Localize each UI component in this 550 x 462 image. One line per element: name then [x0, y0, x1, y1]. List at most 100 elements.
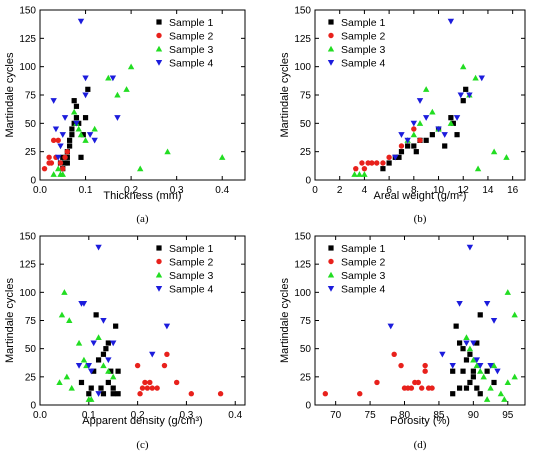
data-point-2 [419, 385, 425, 391]
data-point-1 [78, 154, 84, 160]
data-point-4 [59, 132, 66, 138]
data-point-1 [85, 86, 91, 92]
data-point-3 [56, 379, 63, 386]
data-point-1 [86, 391, 92, 397]
data-point-4 [55, 154, 62, 161]
data-point-1 [113, 323, 119, 329]
data-point-2 [391, 351, 397, 357]
x-tick-label: 0.0 [33, 185, 47, 196]
x-axis-label: Thickness (mm) [103, 190, 181, 202]
data-point-2 [374, 160, 380, 166]
data-point-4 [404, 137, 411, 144]
y-axis-label: Martindale cycles [279, 278, 291, 363]
data-point-1 [463, 357, 470, 363]
data-point-4 [453, 115, 461, 121]
data-point-3 [68, 384, 75, 391]
data-point-2 [41, 165, 48, 172]
data-point-1 [491, 379, 497, 386]
data-point-2 [422, 368, 428, 374]
data-point-4 [91, 137, 98, 144]
data-point-1 [69, 132, 75, 138]
data-point-1 [100, 351, 107, 357]
data-point-3 [95, 334, 102, 340]
data-point-3 [356, 171, 363, 177]
data-point-4 [456, 301, 463, 307]
data-point-1 [470, 374, 476, 380]
data-point-4 [466, 92, 473, 99]
data-point-4 [110, 340, 117, 347]
x-tick-label: 0.2 [131, 410, 145, 421]
y-tick-label: 25 [300, 147, 312, 158]
data-point-2 [429, 385, 435, 391]
x-tick-label: 14 [482, 185, 494, 196]
data-point-1 [474, 340, 480, 346]
data-point-3 [511, 311, 518, 318]
data-point-3 [483, 396, 491, 402]
data-point-2 [57, 160, 64, 166]
legend-marker [156, 32, 162, 39]
data-point-4 [80, 301, 88, 307]
data-point-2 [359, 160, 365, 166]
data-point-4 [114, 115, 121, 121]
data-point-2 [149, 385, 155, 391]
data-point-4 [487, 363, 494, 369]
data-point-3 [361, 171, 368, 177]
x-tick-label: 0 [312, 185, 318, 196]
data-point-3 [460, 63, 467, 70]
data-point-4 [95, 391, 102, 397]
x-tick-label: 85 [433, 410, 445, 421]
legend-marker [328, 258, 334, 265]
legend-entry: Sample 4 [169, 283, 214, 295]
y-tick-label: 0 [30, 176, 36, 187]
y-tick-label: 0 [305, 176, 311, 187]
legend-marker [155, 285, 163, 292]
data-point-1 [405, 143, 411, 149]
data-point-3 [504, 289, 511, 295]
chart-panel-a: 0.0 0.1 0.2 0.3 0.4 0 25 50 75 100 125 150 Thickness… [4, 6, 246, 225]
data-point-3 [58, 311, 66, 318]
x-axis-label: Apparent density (g/cm³) [82, 415, 202, 427]
data-points [322, 244, 518, 402]
data-point-1 [110, 391, 116, 397]
data-point-3 [480, 373, 487, 380]
legend-marker [328, 19, 334, 25]
data-point-4 [50, 98, 57, 104]
data-points [41, 18, 226, 177]
data-point-3 [55, 165, 62, 172]
data-point-1 [67, 143, 73, 149]
data-point-1 [73, 103, 80, 109]
data-point-3 [416, 120, 424, 126]
data-point-1 [456, 340, 463, 346]
data-point-3 [472, 74, 479, 81]
data-point-1 [73, 115, 80, 121]
data-point-3 [50, 171, 57, 177]
data-point-1 [477, 312, 483, 318]
y-tick-label: 150 [19, 232, 36, 243]
legend-marker [155, 271, 163, 278]
x-tick-label: 0.1 [79, 185, 93, 196]
data-point-1 [423, 137, 429, 143]
data-point-2 [417, 137, 423, 144]
data-point-2 [398, 143, 405, 149]
data-point-2 [361, 165, 368, 172]
x-tick-label: 0.0 [33, 410, 47, 421]
data-point-1 [477, 391, 483, 397]
data-point-2 [142, 379, 148, 386]
x-tick-label: 16 [507, 185, 519, 196]
data-point-4 [470, 340, 477, 347]
data-point-4 [473, 357, 481, 364]
legend-entry: Sample 3 [169, 44, 214, 56]
data-point-3 [100, 362, 107, 369]
data-point-2 [144, 385, 151, 391]
data-point-2 [137, 391, 143, 397]
data-point-2 [139, 385, 146, 391]
x-tick-label: 0.2 [124, 185, 138, 196]
data-point-1 [64, 160, 70, 166]
y-tick-label: 50 [300, 119, 312, 130]
y-tick-label: 150 [19, 6, 36, 17]
legend-entry: Sample 3 [341, 44, 386, 56]
legend-marker [327, 285, 335, 292]
data-point-3 [474, 165, 482, 172]
